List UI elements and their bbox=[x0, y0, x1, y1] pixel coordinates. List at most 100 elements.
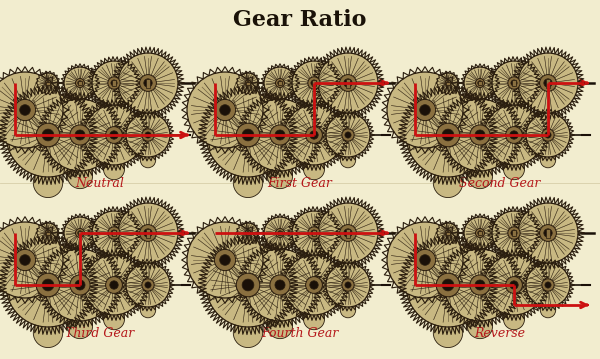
Circle shape bbox=[244, 99, 316, 171]
Circle shape bbox=[275, 130, 285, 140]
FancyBboxPatch shape bbox=[446, 232, 450, 234]
Circle shape bbox=[67, 313, 92, 339]
Circle shape bbox=[264, 217, 296, 249]
Circle shape bbox=[34, 168, 63, 197]
Circle shape bbox=[64, 67, 96, 99]
Circle shape bbox=[270, 125, 290, 145]
Circle shape bbox=[187, 72, 263, 148]
Circle shape bbox=[70, 275, 90, 295]
Circle shape bbox=[34, 318, 63, 348]
Circle shape bbox=[236, 273, 260, 297]
FancyBboxPatch shape bbox=[546, 228, 550, 238]
Circle shape bbox=[75, 130, 85, 140]
Circle shape bbox=[475, 130, 485, 140]
Circle shape bbox=[467, 313, 493, 339]
Circle shape bbox=[406, 243, 490, 327]
FancyBboxPatch shape bbox=[312, 80, 316, 86]
Circle shape bbox=[92, 211, 136, 255]
Circle shape bbox=[476, 229, 484, 238]
Circle shape bbox=[78, 81, 82, 85]
Circle shape bbox=[308, 77, 320, 89]
Circle shape bbox=[0, 222, 63, 298]
Circle shape bbox=[344, 229, 352, 237]
Text: Gear Ratio: Gear Ratio bbox=[233, 9, 367, 31]
Circle shape bbox=[6, 93, 90, 177]
Circle shape bbox=[503, 159, 524, 180]
Circle shape bbox=[220, 255, 230, 265]
Circle shape bbox=[275, 229, 284, 238]
Circle shape bbox=[442, 279, 454, 291]
Circle shape bbox=[518, 53, 578, 113]
Circle shape bbox=[275, 280, 285, 290]
Circle shape bbox=[467, 163, 493, 188]
Circle shape bbox=[67, 163, 92, 188]
Circle shape bbox=[144, 229, 152, 237]
FancyBboxPatch shape bbox=[246, 81, 250, 84]
Circle shape bbox=[318, 203, 378, 263]
Circle shape bbox=[511, 230, 517, 236]
Circle shape bbox=[236, 123, 260, 147]
Circle shape bbox=[20, 255, 31, 265]
Circle shape bbox=[108, 227, 120, 239]
Circle shape bbox=[284, 105, 344, 165]
Circle shape bbox=[36, 123, 60, 147]
Circle shape bbox=[406, 93, 490, 177]
FancyBboxPatch shape bbox=[512, 80, 516, 86]
Circle shape bbox=[104, 159, 125, 180]
Circle shape bbox=[492, 61, 536, 105]
Text: Second Gear: Second Gear bbox=[460, 177, 541, 190]
Circle shape bbox=[247, 232, 250, 234]
Circle shape bbox=[526, 263, 570, 307]
Text: Third Gear: Third Gear bbox=[65, 327, 134, 340]
Circle shape bbox=[518, 203, 578, 263]
FancyBboxPatch shape bbox=[346, 228, 350, 238]
Circle shape bbox=[484, 105, 544, 165]
Circle shape bbox=[140, 152, 156, 168]
FancyBboxPatch shape bbox=[278, 230, 282, 236]
Circle shape bbox=[92, 61, 136, 105]
Circle shape bbox=[0, 72, 63, 148]
Circle shape bbox=[305, 276, 322, 293]
Circle shape bbox=[206, 93, 290, 177]
Circle shape bbox=[108, 77, 120, 89]
Circle shape bbox=[238, 223, 258, 243]
Circle shape bbox=[436, 273, 460, 297]
Circle shape bbox=[20, 105, 31, 115]
Text: First Gear: First Gear bbox=[268, 177, 332, 190]
Circle shape bbox=[464, 217, 496, 249]
Circle shape bbox=[542, 129, 554, 141]
Circle shape bbox=[444, 99, 516, 171]
Circle shape bbox=[214, 99, 236, 121]
Circle shape bbox=[326, 113, 370, 157]
Circle shape bbox=[511, 80, 517, 86]
Circle shape bbox=[118, 203, 178, 263]
Circle shape bbox=[433, 318, 463, 348]
Circle shape bbox=[470, 275, 490, 295]
Circle shape bbox=[270, 275, 290, 295]
Circle shape bbox=[345, 282, 351, 288]
Circle shape bbox=[110, 131, 118, 139]
Circle shape bbox=[445, 80, 451, 86]
Circle shape bbox=[140, 302, 156, 318]
Circle shape bbox=[540, 152, 556, 168]
Circle shape bbox=[6, 243, 90, 327]
Circle shape bbox=[206, 243, 290, 327]
Circle shape bbox=[304, 159, 325, 180]
Circle shape bbox=[245, 80, 251, 86]
Circle shape bbox=[305, 127, 322, 143]
Circle shape bbox=[187, 222, 263, 298]
Circle shape bbox=[106, 276, 122, 293]
FancyBboxPatch shape bbox=[312, 230, 316, 236]
Circle shape bbox=[247, 81, 250, 84]
Circle shape bbox=[445, 230, 451, 236]
Circle shape bbox=[14, 99, 35, 121]
Circle shape bbox=[475, 280, 485, 290]
Circle shape bbox=[539, 225, 556, 241]
Circle shape bbox=[268, 313, 293, 339]
Circle shape bbox=[544, 229, 552, 237]
Circle shape bbox=[387, 222, 463, 298]
Circle shape bbox=[110, 281, 118, 289]
FancyBboxPatch shape bbox=[478, 81, 482, 85]
Circle shape bbox=[106, 127, 122, 143]
Circle shape bbox=[42, 129, 54, 141]
